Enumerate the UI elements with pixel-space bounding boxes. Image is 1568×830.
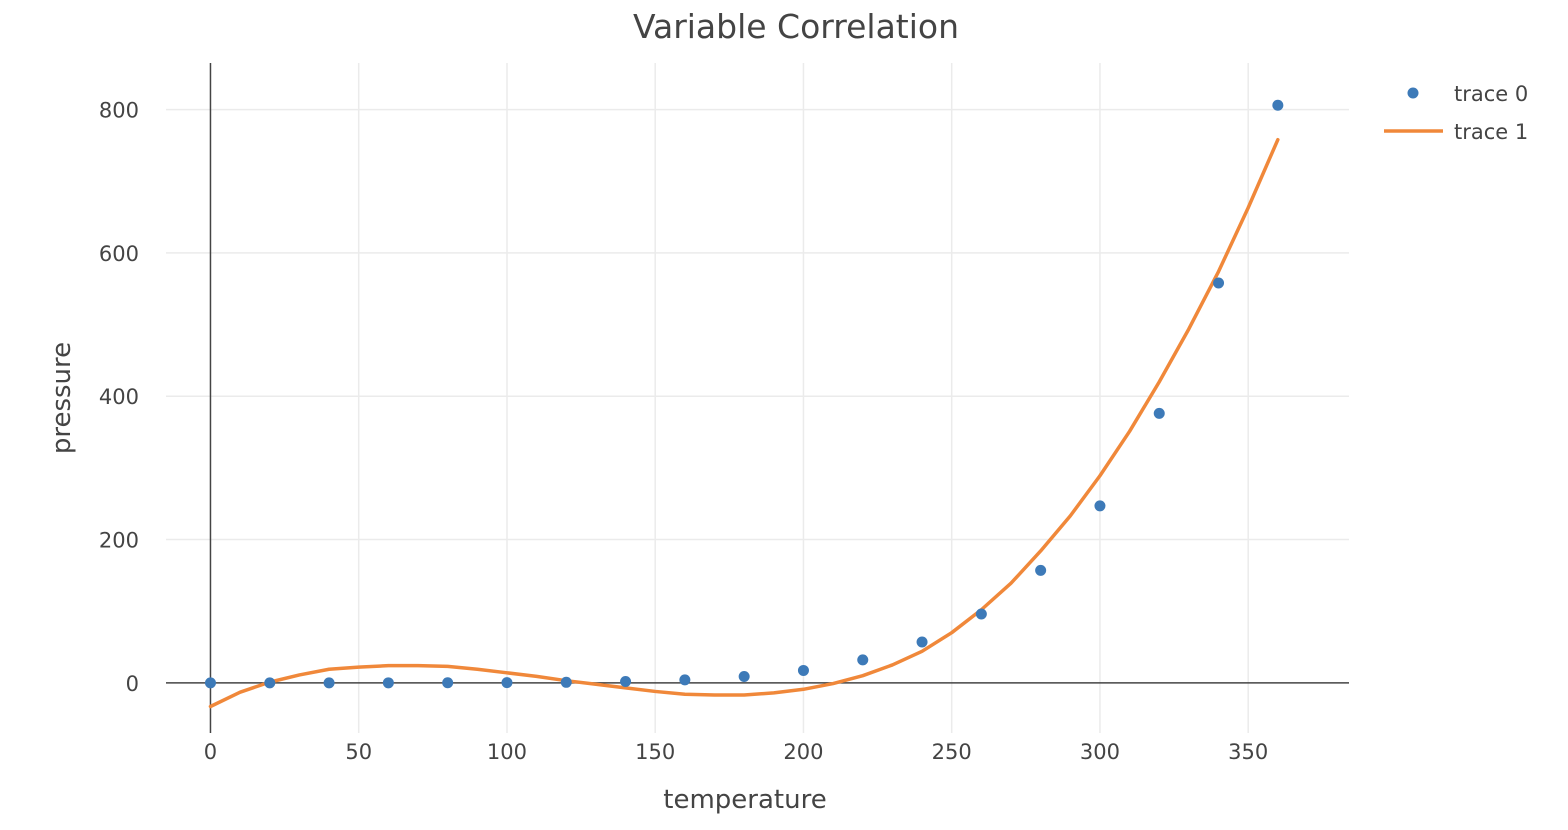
data-point[interactable] [323, 677, 335, 689]
legend-marker-trace-0 [1407, 87, 1419, 99]
data-point[interactable] [1094, 500, 1106, 512]
data-point[interactable] [442, 677, 454, 689]
legend-label-trace-0: trace 0 [1454, 82, 1528, 106]
data-point[interactable] [975, 608, 987, 620]
data-point[interactable] [738, 671, 750, 683]
x-tick-label: 150 [635, 740, 675, 764]
chart-title: Variable Correlation [633, 7, 959, 46]
x-tick-label: 300 [1080, 740, 1120, 764]
y-tick-label: 400 [99, 385, 139, 409]
legend-item-trace-0[interactable]: trace 0 [1407, 82, 1529, 106]
legend-item-trace-1[interactable]: trace 1 [1384, 120, 1528, 144]
data-point[interactable] [560, 676, 572, 688]
axes: 0 50 100 150 200 250 300 350 0 200 400 600 800 [99, 63, 1349, 764]
gridlines [166, 63, 1349, 733]
data-point[interactable] [1272, 99, 1284, 111]
x-tick-label: 250 [932, 740, 972, 764]
data-point[interactable] [382, 677, 394, 689]
x-tick-label: 50 [345, 740, 372, 764]
x-tick-label: 350 [1228, 740, 1268, 764]
x-tick-label: 0 [204, 740, 217, 764]
plot-area [204, 99, 1284, 709]
data-point[interactable] [1035, 564, 1047, 576]
data-point[interactable] [857, 654, 869, 666]
data-point[interactable] [501, 677, 513, 689]
data-point[interactable] [1213, 277, 1225, 289]
legend-label-trace-1: trace 1 [1454, 120, 1528, 144]
data-point[interactable] [797, 664, 809, 676]
x-tick-label: 200 [783, 740, 823, 764]
data-point[interactable] [204, 677, 216, 689]
y-tick-label: 200 [99, 529, 139, 553]
data-point[interactable] [916, 636, 928, 648]
series-line-trace-1 [208, 137, 1280, 709]
data-point[interactable] [264, 677, 276, 689]
y-tick-label: 600 [99, 242, 139, 266]
y-tick-label: 0 [126, 672, 139, 696]
x-tick-label: 100 [487, 740, 527, 764]
x-axis-title: temperature [663, 785, 826, 815]
y-tick-label: 800 [99, 99, 139, 123]
data-point[interactable] [1153, 407, 1165, 419]
data-point[interactable] [620, 676, 632, 688]
legend: trace 0 trace 1 [1384, 82, 1528, 144]
y-axis-title: pressure [47, 342, 77, 454]
data-point[interactable] [679, 674, 691, 686]
